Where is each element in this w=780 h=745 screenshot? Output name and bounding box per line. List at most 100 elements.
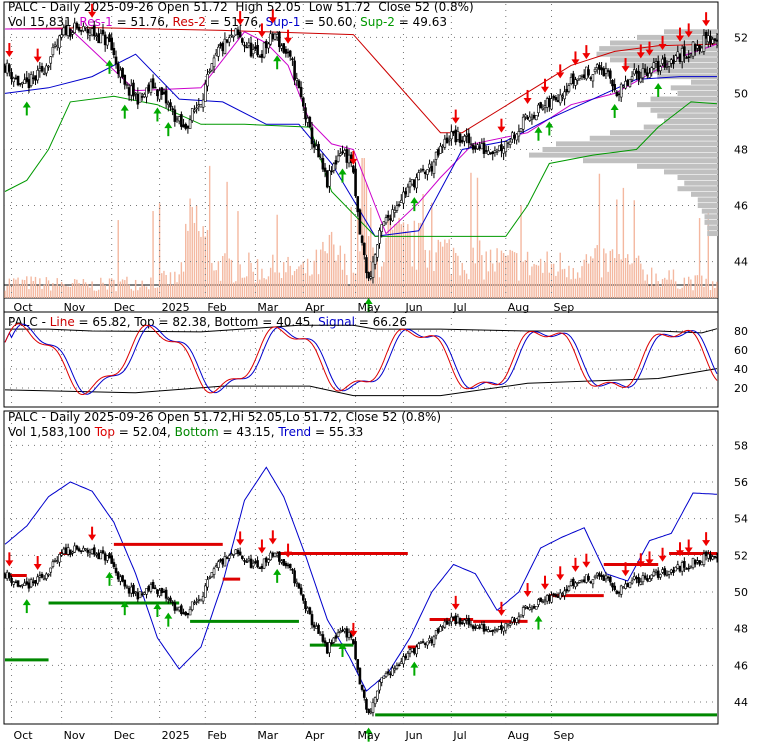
volume-bar — [139, 287, 141, 298]
trend-candle-body — [367, 708, 370, 714]
price-candle-body — [585, 66, 588, 80]
volume-bar — [367, 236, 370, 298]
trend-candle-body — [14, 581, 18, 584]
trend-candle-body — [661, 569, 664, 573]
volume-bar — [557, 271, 559, 298]
price-candle-body — [79, 30, 83, 32]
volume-bar — [169, 272, 172, 298]
price-candle-body — [646, 72, 649, 77]
volume-bar — [208, 165, 211, 298]
volume-bar — [618, 254, 620, 298]
trend-candle-body — [406, 652, 410, 660]
volume-bar — [198, 231, 200, 298]
price-candle-body — [341, 151, 344, 154]
price-candle-body — [419, 169, 423, 172]
volume-bar — [650, 267, 653, 298]
price-candle-body — [32, 77, 35, 80]
trend-candle-body — [180, 605, 183, 614]
price-candle-body — [369, 276, 373, 279]
price-candle-body — [29, 74, 33, 86]
price-candle-body — [430, 165, 434, 172]
volume-bar — [402, 222, 405, 298]
panel3-open-value: 51.72 — [193, 410, 228, 424]
trend-candle-body — [86, 549, 90, 553]
volume-bar — [590, 256, 592, 298]
price-candle-body — [582, 74, 586, 79]
trend-candle-body — [593, 575, 597, 579]
volume-bar — [613, 258, 616, 298]
volume-bar — [407, 224, 409, 298]
volume-bar — [226, 181, 228, 298]
price-candle-body — [225, 39, 229, 43]
price-candle-body — [526, 117, 529, 120]
volume-bar — [36, 285, 39, 298]
sell-arrow-head — [636, 52, 645, 59]
price-candle-body — [190, 108, 194, 121]
trend-candle-body — [543, 599, 547, 602]
trend-candle-body — [319, 634, 323, 636]
volume-bar — [250, 262, 252, 298]
price-candle-body — [635, 70, 638, 74]
price-candle-body — [47, 65, 50, 68]
volume-bar — [97, 289, 100, 298]
volume-bar — [581, 266, 583, 298]
price-candle-body — [478, 146, 481, 149]
trend-candle-body — [42, 578, 46, 581]
price-candle-body — [291, 58, 294, 61]
trend-candle-body — [271, 552, 275, 557]
price-x-tick: Aug — [508, 301, 529, 314]
trend-candle-body — [595, 572, 599, 576]
trend-candle-body — [119, 576, 122, 582]
volume-bar — [374, 259, 376, 298]
trend-candle-body — [391, 667, 394, 676]
trend-panel-frame — [3, 410, 719, 725]
volume-bar — [306, 258, 309, 298]
trend-candle-body — [27, 582, 31, 589]
panel1-high-label: High — [235, 0, 263, 14]
volume-bar — [182, 271, 185, 298]
price-candle-body — [619, 83, 623, 98]
price-candle-body — [656, 60, 660, 72]
price-candle-body — [171, 108, 174, 110]
volume-bar — [359, 251, 361, 298]
price-candle-body — [393, 210, 397, 213]
volume-bar — [206, 229, 209, 298]
price-x-tick: Nov — [64, 301, 86, 314]
volume-bar — [696, 275, 699, 298]
volume-bar — [629, 264, 631, 298]
trend-candle-body — [502, 627, 505, 632]
volume-bar — [544, 262, 546, 298]
price-candle-body — [247, 42, 251, 46]
volume-bar — [441, 246, 444, 298]
volume-bar — [644, 280, 646, 298]
volume-bar — [666, 279, 668, 298]
panel2-signal-value: 66.26 — [372, 315, 407, 329]
price-x-tick: 2025 — [162, 301, 190, 314]
volume-bar — [448, 239, 450, 298]
trend-candle-body — [622, 586, 625, 589]
price-candle-body — [687, 56, 690, 59]
trend-candle-body — [698, 560, 701, 565]
trend-candle-body — [206, 579, 209, 588]
trend-candle-body — [497, 625, 501, 630]
volume-bar — [646, 274, 649, 298]
volume-bar — [687, 276, 690, 298]
price-candle-body — [301, 97, 305, 107]
price-candle-body — [395, 205, 399, 211]
volume-bar — [82, 279, 85, 298]
trend-candle-body — [334, 635, 338, 639]
price-candle-body — [208, 70, 211, 73]
volume-bar — [228, 258, 230, 298]
trend-candle-body — [297, 583, 301, 589]
volume-bar — [522, 261, 524, 298]
trend-candle-body — [356, 659, 360, 670]
trend-candle-body — [103, 553, 107, 561]
volume-bar — [285, 272, 287, 298]
price-candle-body — [532, 114, 536, 119]
price-candle-body — [467, 133, 471, 144]
volume-bar — [163, 270, 165, 298]
trend-candle-body — [369, 711, 373, 714]
volume-profile-bar — [596, 51, 718, 57]
trend-candle-body — [639, 581, 643, 585]
volume-bar — [47, 280, 50, 298]
